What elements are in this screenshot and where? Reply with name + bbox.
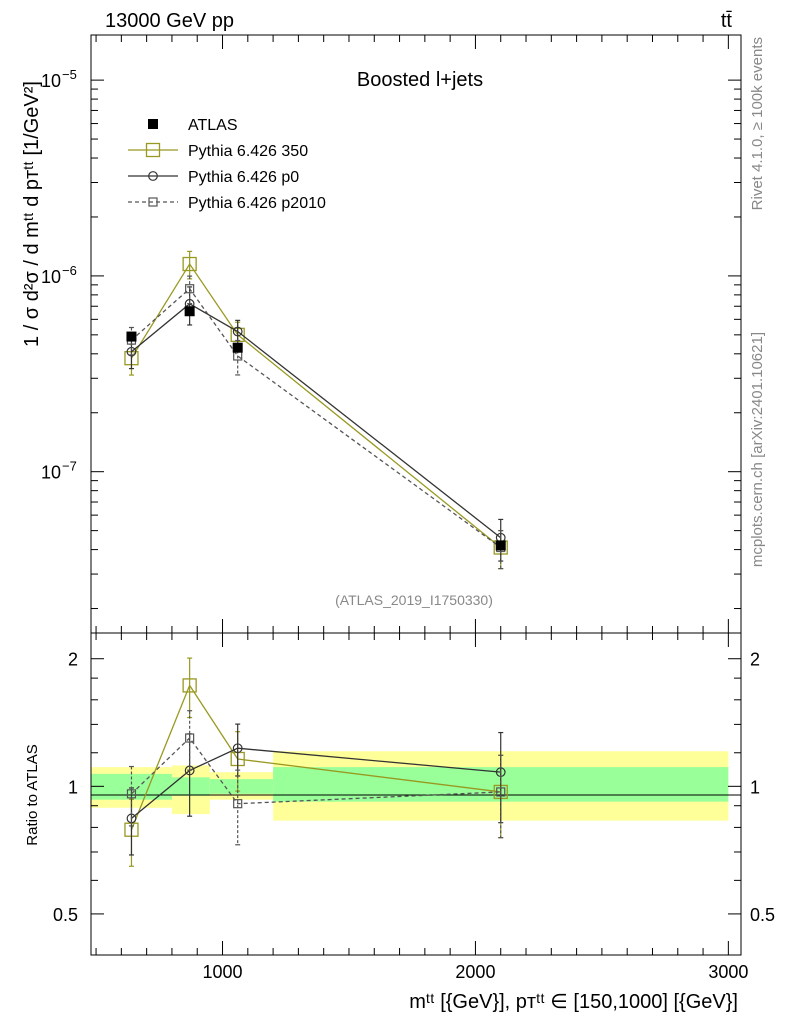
header-right: tt̄ [721, 10, 733, 32]
ratio-y-tick-label-right-1: 1 [750, 777, 760, 797]
ratio-y-tick-label-right-0: 2 [750, 650, 760, 670]
ratio-y-ticks: 2 2 1 1 0.5 0.5 [53, 650, 775, 925]
ratio-bands [91, 751, 729, 821]
ratio-frame [90, 632, 742, 956]
series-1-line [130, 262, 502, 549]
series-2-line [131, 303, 502, 539]
ratio-series-2-line [131, 747, 501, 819]
series-0-point-1 [184, 306, 195, 317]
legend-label-3: Pythia 6.426 p2010 [188, 195, 326, 212]
y-tick-exp-2: −7 [62, 459, 77, 474]
legend: ATLAS Pythia 6.426 350 Pythia 6.426 p0 Pyth… [128, 117, 326, 212]
legend-marker-2 [148, 171, 158, 181]
analysis-id: (ATLAS_2019_I1750330) [335, 592, 493, 608]
ratio-curves [124, 657, 508, 867]
rivet-label: Rivet 4.1.0, ≥ 100k events [749, 37, 766, 210]
legend-marker-0 [148, 119, 158, 129]
ratio-panel: 2 2 1 1 0.5 0.5 Ratio to ATLAS 1000 2000 3000 m… [24, 632, 775, 1013]
legend-label-0: ATLAS [188, 117, 238, 134]
x-axis-label: mᵗᵗ [{GeV}], pᴛᵗᵗ ∈ [150,1000] [{GeV}] [409, 991, 738, 1013]
series-3-point-1 [185, 284, 195, 294]
band-stat-1 [171, 777, 210, 796]
header-left: 13000 GeV pp [105, 10, 234, 32]
main-x-ticks [95, 35, 729, 633]
legend-marker-1 [145, 142, 161, 158]
y-tick-label-2: 10 [41, 463, 61, 483]
band-stat-2 [209, 779, 274, 794]
x-tick-label-2: 3000 [708, 962, 748, 982]
ratio-x-ticks [95, 633, 729, 955]
ratio-y-tick-label-right-2: 0.5 [750, 905, 775, 925]
series-0-point-3 [495, 540, 506, 551]
ratio-series-3-point-2 [233, 799, 243, 809]
x-tick-labels: 1000 2000 3000 [202, 962, 748, 982]
y-tick-exp-1: −6 [62, 263, 77, 278]
chart-title: Boosted l+jets [357, 69, 483, 91]
ratio-series-3-point-3 [496, 787, 506, 797]
series-0-point-0 [126, 331, 137, 342]
ratio-series-3-line [131, 737, 501, 805]
ratio-y-tick-label-1: 1 [68, 777, 78, 797]
series-2-point-0 [126, 346, 137, 357]
ratio-series-1-line [130, 684, 501, 830]
ratio-y-tick-label-0: 2 [68, 650, 78, 670]
ratio-series-3-point-0 [126, 789, 137, 799]
main-curves [124, 250, 508, 570]
y-tick-label-0: 10 [41, 71, 61, 91]
main-panel: 10−510−610−7 Boosted l+jets (ATLAS_2019_… [21, 34, 742, 634]
series-0-point-2 [232, 342, 243, 353]
ratio-y-tick-label-2: 0.5 [53, 905, 78, 925]
mcplots-label: mcplots.cern.ch [arXiv:2401.10621] [749, 332, 766, 567]
x-tick-label-0: 1000 [202, 962, 242, 982]
ratio-y-axis-label: Ratio to ATLAS [24, 744, 41, 845]
y-tick-exp-0: −5 [62, 67, 77, 82]
ratio-series-2-point-2 [232, 743, 243, 754]
legend-marker-3 [148, 197, 158, 207]
series-1-point-1 [182, 256, 197, 272]
y-axis-label: 1 / σ d²σ / d mᵗᵗ d pᴛᵗᵗ [1/GeV²] [21, 81, 43, 347]
main-y-ticks: 10−510−610−7 [41, 67, 741, 610]
series-3-line [131, 287, 502, 549]
ratio-series-3-point-1 [185, 733, 195, 743]
legend-label-1: Pythia 6.426 350 [188, 143, 308, 160]
series-2-point-2 [232, 326, 243, 337]
y-tick-label-1: 10 [41, 267, 61, 287]
x-tick-label-1: 2000 [455, 962, 495, 982]
ratio-series-1-point-1 [182, 678, 197, 693]
legend-label-2: Pythia 6.426 p0 [188, 169, 299, 186]
